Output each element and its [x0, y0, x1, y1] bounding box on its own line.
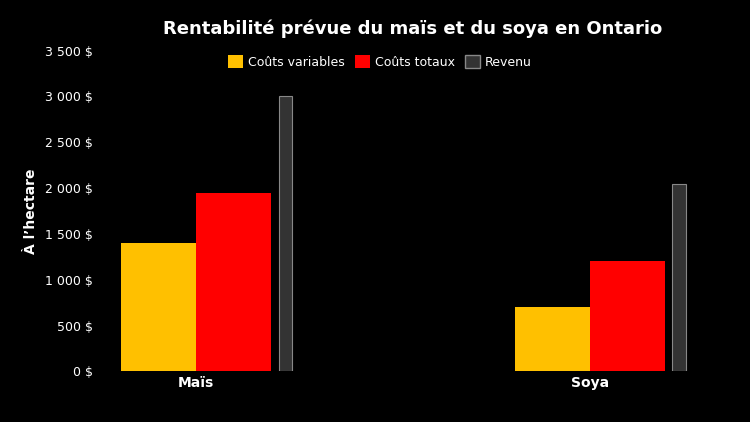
Bar	[514, 307, 590, 371]
Bar	[590, 261, 664, 371]
Bar	[672, 184, 686, 371]
Legend: Coûts variables, Coûts totaux, Revenu: Coûts variables, Coûts totaux, Revenu	[224, 51, 537, 74]
Bar	[122, 243, 196, 371]
Title: Rentabilité prévue du maïs et du soya en Ontario: Rentabilité prévue du maïs et du soya en…	[163, 19, 662, 38]
Bar	[196, 193, 271, 371]
Y-axis label: À l’hectare: À l’hectare	[24, 168, 38, 254]
Bar	[279, 97, 292, 371]
